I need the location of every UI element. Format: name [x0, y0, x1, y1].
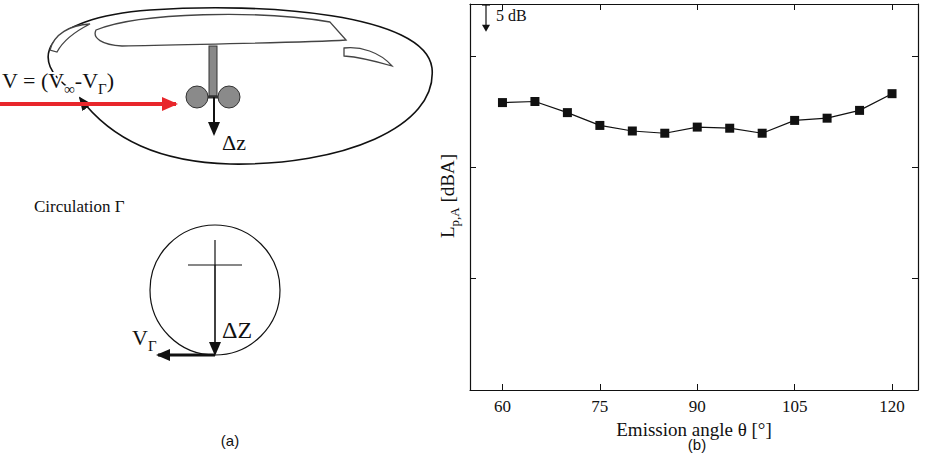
svg-text:ΔZ: ΔZ — [222, 317, 252, 343]
html-text:[dBA]: [dBA] — [437, 154, 459, 208]
svg-text:75: 75 — [591, 397, 608, 416]
html-text:p,A: p,A — [446, 207, 462, 227]
svg-text:Circulation Γ: Circulation Γ — [34, 197, 125, 216]
svg-text:120: 120 — [879, 397, 905, 416]
html-text:(a): (a) — [220, 432, 240, 449]
html-text:L: L — [437, 226, 459, 238]
svg-text:105: 105 — [782, 397, 808, 416]
html-text:(b): (b) — [687, 436, 707, 453]
svg-text:90: 90 — [689, 397, 706, 416]
svg-text:V = (V∞-VΓ): V = (V∞-VΓ) — [2, 68, 114, 97]
svg-text:Δz: Δz — [222, 130, 246, 155]
svg-text:60: 60 — [494, 397, 511, 416]
svg-text:Emission angle θ [°]: Emission angle θ [°] — [616, 419, 772, 440]
svg-text:5 dB: 5 dB — [496, 7, 527, 24]
svg-text:VΓ: VΓ — [132, 325, 157, 354]
